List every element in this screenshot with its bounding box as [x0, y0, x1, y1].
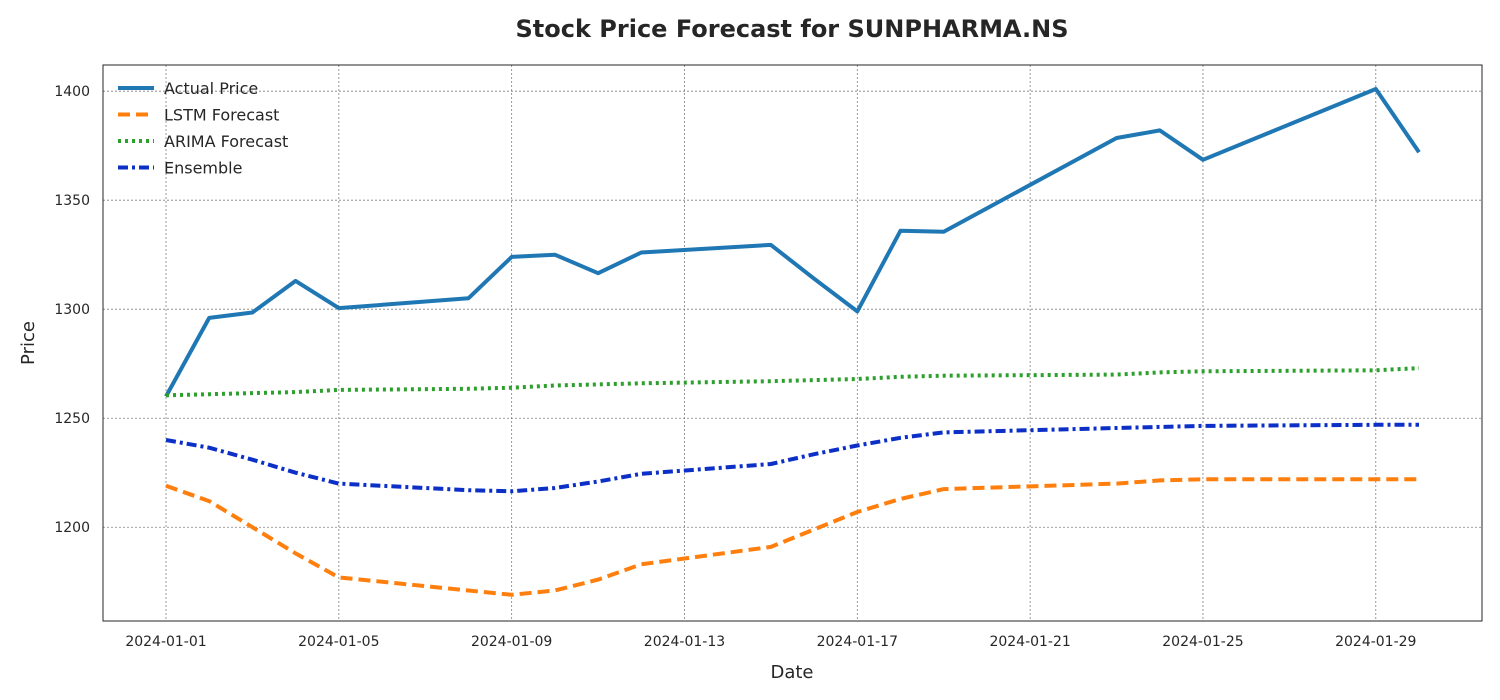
y-tick-label: 1300 [54, 302, 90, 318]
x-tick-label: 2024-01-01 [125, 634, 206, 650]
legend-label-arima-forecast: ARIMA Forecast [164, 132, 288, 151]
x-tick-label: 2024-01-29 [1335, 634, 1416, 650]
series-line-ensemble [165, 422, 1419, 494]
legend-label-ensemble: Ensemble [164, 159, 242, 178]
x-tick-label: 2024-01-09 [471, 634, 552, 650]
legend-label-lstm-forecast: LSTM Forecast [164, 106, 279, 125]
x-axis-label: Date [770, 662, 813, 683]
y-tick-label: 1350 [54, 193, 90, 209]
y-axis-label: Price [18, 321, 39, 365]
chart-title: Stock Price Forecast for SUNPHARMA.NS [516, 15, 1069, 43]
grid-lines [103, 65, 1482, 621]
y-tick-label: 1200 [54, 520, 90, 536]
plot-frame [102, 64, 1483, 622]
y-tick-label: 1400 [54, 84, 90, 100]
x-tick-label: 2024-01-17 [817, 634, 898, 650]
x-tick-label: 2024-01-25 [1162, 634, 1243, 650]
x-tick-label: 2024-01-05 [298, 634, 379, 650]
series-line-lstm-forecast [165, 477, 1419, 597]
series-line-actual-price [164, 87, 1421, 398]
y-axis-ticks: 1200 1250 1300 1350 1400 [54, 84, 90, 536]
series-layer [164, 87, 1421, 597]
series-line-arima-forecast [165, 366, 1420, 398]
x-tick-label: 2024-01-21 [989, 634, 1070, 650]
legend: Actual Price LSTM Forecast ARIMA Forecast E… [118, 79, 288, 178]
legend-label-actual-price: Actual Price [164, 79, 258, 98]
x-tick-label: 2024-01-13 [644, 634, 725, 650]
x-axis-ticks: 2024-01-01 2024-01-05 2024-01-09 2024-01-13… [125, 634, 1416, 650]
y-tick-label: 1250 [54, 411, 90, 427]
